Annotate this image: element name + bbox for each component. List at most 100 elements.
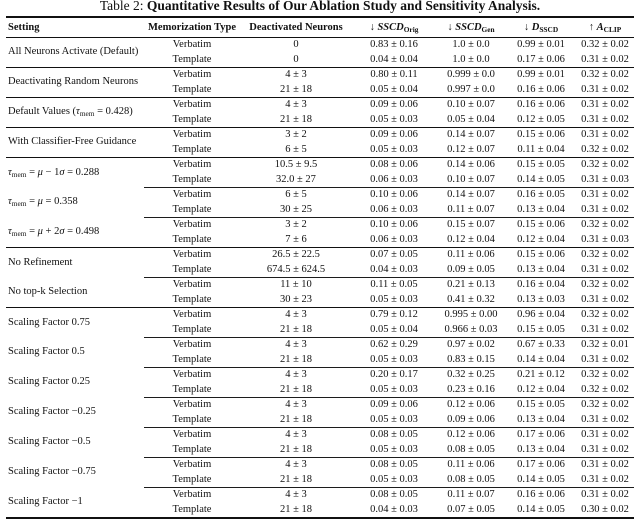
- sscd-orig-value: 0.04 ± 0.03: [370, 263, 418, 275]
- sscd-orig-value: 0.09 ± 0.06: [352, 127, 436, 143]
- memorization-type-value: Verbatim: [144, 157, 240, 173]
- d-sscd-value: 0.13 ± 0.04: [517, 443, 565, 455]
- sscd-gen-value: 0.966 ± 0.03: [444, 323, 498, 335]
- setting-label: Scaling Factor 0.25: [8, 376, 90, 388]
- sscd-orig-value: 0.06 ± 0.03: [370, 203, 418, 215]
- memorization-type-value: Verbatim: [144, 97, 240, 113]
- table-row: τmem = μ − 1σ = 0.288 Verbatim 10.5 ± 9.5 0…: [6, 157, 634, 188]
- sscd-orig-value: 0.11 ± 0.05: [352, 277, 436, 293]
- sscd-orig-value: 0.04 ± 0.04: [370, 53, 418, 65]
- table-row: Scaling Factor 0.25 Verbatim 4 ± 3 0.20 ± 0…: [6, 367, 634, 387]
- sscd-orig-value: 0.04 ± 0.03: [370, 503, 418, 515]
- table-row: All Neurons Activate (Default) Verbatim 0 0…: [6, 38, 634, 57]
- sscd-gen-value: 0.14 ± 0.06: [436, 157, 506, 173]
- table-row: Template 30 ± 25 0.06 ± 0.03 0.11 ± 0.07 0.1…: [6, 203, 634, 218]
- deactivated-neurons-value: 21 ± 18: [279, 473, 312, 485]
- d-sscd-value: 0.11 ± 0.04: [517, 143, 565, 155]
- setting-label: With Classifier-Free Guidance: [6, 127, 144, 158]
- deactivated-neurons-value: 21 ± 18: [279, 383, 312, 395]
- setting-label: All Neurons Activate (Default): [8, 46, 139, 58]
- table-row: With Classifier-Free Guidance Verbatim 3 ±…: [6, 127, 634, 158]
- a-clip-value: 0.31 ± 0.02: [576, 457, 634, 473]
- sscd-gen-value: 0.11 ± 0.06: [436, 247, 506, 263]
- d-sscd-value: 0.15 ± 0.05: [517, 323, 565, 335]
- sscd-orig-value: 0.05 ± 0.03: [370, 413, 418, 425]
- sscd-orig-value: 0.06 ± 0.03: [370, 233, 418, 245]
- sscd-gen-value: 0.05 ± 0.04: [447, 113, 495, 125]
- deactivated-neurons-value: 30 ± 23: [279, 293, 312, 305]
- d-sscd-value: 0.16 ± 0.06: [506, 487, 576, 503]
- sscd-orig-value: 0.05 ± 0.03: [370, 443, 418, 455]
- table-row: Scaling Factor −0.5 Verbatim 4 ± 3 0.08 ± 0…: [6, 427, 634, 447]
- d-sscd-value: 0.17 ± 0.06: [506, 427, 576, 443]
- deactivated-neurons-value: 21 ± 18: [279, 353, 312, 365]
- sscd-orig-value: 0.08 ± 0.05: [352, 487, 436, 503]
- table-row: Template 6 ± 5 0.05 ± 0.03 0.12 ± 0.07 0.11 …: [6, 143, 634, 158]
- deactivated-neurons-value: 4 ± 3: [240, 67, 352, 83]
- sscd-gen-value: 0.21 ± 0.13: [436, 277, 506, 293]
- memorization-type-value: Template: [172, 53, 212, 65]
- a-clip-value: 0.31 ± 0.03: [581, 173, 629, 185]
- memorization-type-value: Verbatim: [172, 39, 212, 50]
- memorization-type-value: Template: [172, 143, 212, 155]
- a-clip-value: 0.32 ± 0.02: [576, 247, 634, 263]
- table-row: Scaling Factor 0.5 Verbatim 4 ± 3 0.62 ± 0.…: [6, 337, 634, 357]
- table-row: Deactivating Random Neurons Verbatim 4 ± 3…: [6, 67, 634, 98]
- deactivated-neurons-value: 4 ± 3: [240, 97, 352, 113]
- a-clip-value: 0.31 ± 0.02: [581, 353, 629, 365]
- d-sscd-value: 0.16 ± 0.05: [506, 187, 576, 203]
- deactivated-neurons-value: 674.5 ± 624.5: [266, 263, 326, 275]
- memorization-type-value: Verbatim: [144, 67, 240, 83]
- memorization-type-value: Verbatim: [144, 397, 240, 413]
- d-sscd-value: 0.14 ± 0.05: [517, 503, 565, 515]
- a-clip-value: 0.31 ± 0.02: [576, 97, 634, 113]
- sscd-orig-value: 0.05 ± 0.03: [370, 383, 418, 395]
- d-sscd-value: 0.99 ± 0.01: [517, 39, 565, 50]
- deactivated-neurons-value: 3 ± 2: [240, 217, 352, 233]
- a-clip-value: 0.31 ± 0.02: [581, 113, 629, 125]
- sscd-orig-value: 0.08 ± 0.06: [352, 157, 436, 173]
- deactivated-neurons-value: 30 ± 25: [279, 203, 312, 215]
- table-row: Scaling Factor −0.25 Verbatim 4 ± 3 0.09 ± …: [6, 397, 634, 417]
- sscd-orig-value: 0.05 ± 0.03: [370, 293, 418, 305]
- setting-label: Scaling Factor −0.25: [8, 406, 96, 418]
- a-clip-value: 0.32 ± 0.02: [581, 39, 629, 50]
- ablation-results-table: Setting Memorization Type Deactivated Ne…: [6, 16, 634, 519]
- setting-label: Deactivating Random Neurons: [6, 67, 144, 98]
- header-d-sscd: ↓ DSSCD: [506, 17, 576, 38]
- deactivated-neurons-value: 4 ± 3: [240, 337, 352, 353]
- d-sscd-value: 0.17 ± 0.06: [506, 457, 576, 473]
- d-sscd-value: 0.15 ± 0.06: [506, 217, 576, 233]
- memorization-type-value: Verbatim: [144, 217, 240, 233]
- header-setting: Setting: [6, 17, 144, 38]
- sscd-gen-value: 0.12 ± 0.04: [447, 233, 495, 245]
- sscd-orig-value: 0.06 ± 0.03: [370, 173, 418, 185]
- table-row: Template 30 ± 23 0.05 ± 0.03 0.41 ± 0.32 0.1…: [6, 293, 634, 308]
- a-clip-value: 0.31 ± 0.02: [576, 487, 634, 503]
- sscd-gen-value: 0.08 ± 0.05: [447, 443, 495, 455]
- sscd-orig-value: 0.09 ± 0.06: [352, 97, 436, 113]
- table-row: Default Values (τmem = 0.428) Verbatim 4 ±…: [6, 97, 634, 128]
- memorization-type-value: Template: [172, 173, 212, 185]
- sscd-orig-value: 0.05 ± 0.03: [370, 353, 418, 365]
- a-clip-value: 0.32 ± 0.01: [576, 337, 634, 353]
- deactivated-neurons-value: 4 ± 3: [240, 367, 352, 383]
- memorization-type-value: Verbatim: [144, 427, 240, 443]
- table-row: Template 0 0.04 ± 0.04 1.0 ± 0.0 0.17 ± 0.06…: [6, 53, 634, 68]
- header-memorization-type: Memorization Type: [144, 17, 240, 38]
- sscd-gen-value: 0.83 ± 0.15: [447, 353, 495, 365]
- header-row: Setting Memorization Type Deactivated Ne…: [6, 17, 634, 38]
- table-header: Setting Memorization Type Deactivated Ne…: [6, 17, 634, 38]
- deactivated-neurons-value: 21 ± 18: [279, 503, 312, 515]
- sscd-gen-value: 1.0 ± 0.0: [452, 39, 490, 50]
- sscd-gen-value: 0.07 ± 0.05: [447, 503, 495, 515]
- table-row: Scaling Factor 0.75 Verbatim 4 ± 3 0.79 ± 0…: [6, 307, 634, 338]
- memorization-type-value: Template: [172, 473, 212, 485]
- d-sscd-value: 0.12 ± 0.04: [517, 233, 565, 245]
- sscd-orig-value: 0.79 ± 0.12: [352, 307, 436, 323]
- sscd-gen-value: 0.11 ± 0.07: [436, 487, 506, 503]
- sscd-gen-value: 0.08 ± 0.05: [447, 473, 495, 485]
- deactivated-neurons-value: 21 ± 18: [279, 83, 312, 95]
- d-sscd-value: 0.96 ± 0.04: [506, 307, 576, 323]
